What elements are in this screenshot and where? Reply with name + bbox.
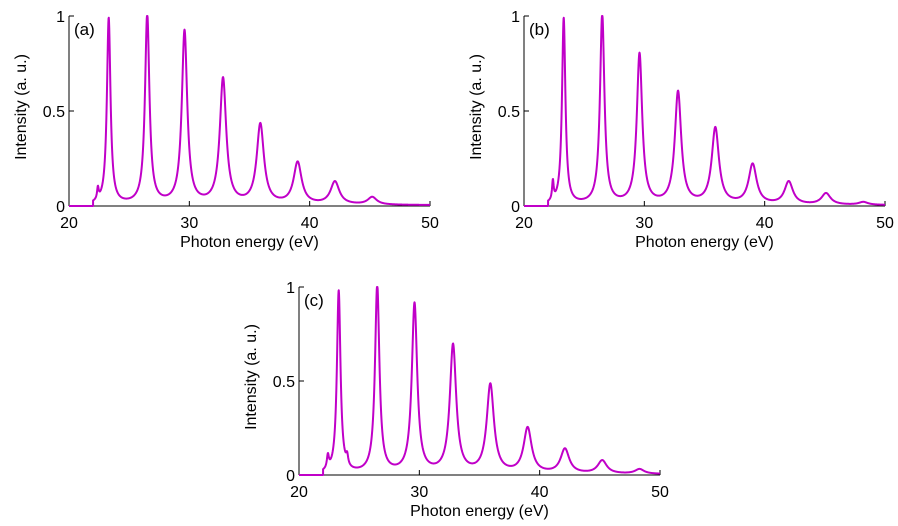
x-axis-label: Photon energy (eV) [180, 234, 319, 251]
y-axis-label: Intensity (a. u.) [243, 324, 260, 430]
y-tick-label: 1 [56, 9, 65, 26]
y-tick-label: 1 [511, 9, 520, 26]
x-tick-label: 30 [410, 484, 428, 501]
y-tick-label: 1 [286, 280, 295, 297]
x-tick-label: 30 [635, 215, 653, 232]
x-tick-label: 40 [301, 215, 319, 232]
y-axis-label: Intensity (a. u.) [13, 54, 30, 160]
y-tick-label: 0 [511, 199, 520, 216]
y-tick-label: 0 [286, 468, 295, 485]
x-tick-label: 20 [515, 215, 533, 232]
x-tick-label: 40 [756, 215, 774, 232]
x-tick-label: 40 [531, 484, 549, 501]
y-tick-label: 0.5 [498, 104, 520, 121]
spectrum-line [524, 15, 886, 207]
spectrum-line [69, 15, 431, 207]
spectrum-line [299, 286, 661, 476]
chart-panel-1: 0 0.5 1 20 30 40 50 Photon energy (eV) Intensity… [13, 9, 439, 251]
chart-panel-3: 0 0.5 1 20 30 40 50 Photon energy (eV) Intensity… [243, 280, 669, 520]
y-tick-label: 0.5 [273, 374, 295, 391]
x-tick-label: 30 [180, 215, 198, 232]
panel-label: (c) [304, 291, 324, 310]
x-tick-label: 20 [290, 484, 308, 501]
panel-label: (a) [74, 20, 95, 39]
chart-panel-2: 0 0.5 1 20 30 40 50 Photon energy (eV) Intensity… [468, 9, 894, 251]
y-axis-label: Intensity (a. u.) [468, 54, 485, 160]
x-tick-label: 50 [651, 484, 669, 501]
x-axis-label: Photon energy (eV) [635, 234, 774, 251]
x-tick-label: 20 [60, 215, 78, 232]
panel-label: (b) [529, 20, 550, 39]
x-axis-label: Photon energy (eV) [410, 503, 549, 520]
y-tick-label: 0.5 [43, 104, 65, 121]
x-tick-label: 50 [421, 215, 439, 232]
y-tick-label: 0 [56, 199, 65, 216]
x-tick-label: 50 [876, 215, 894, 232]
